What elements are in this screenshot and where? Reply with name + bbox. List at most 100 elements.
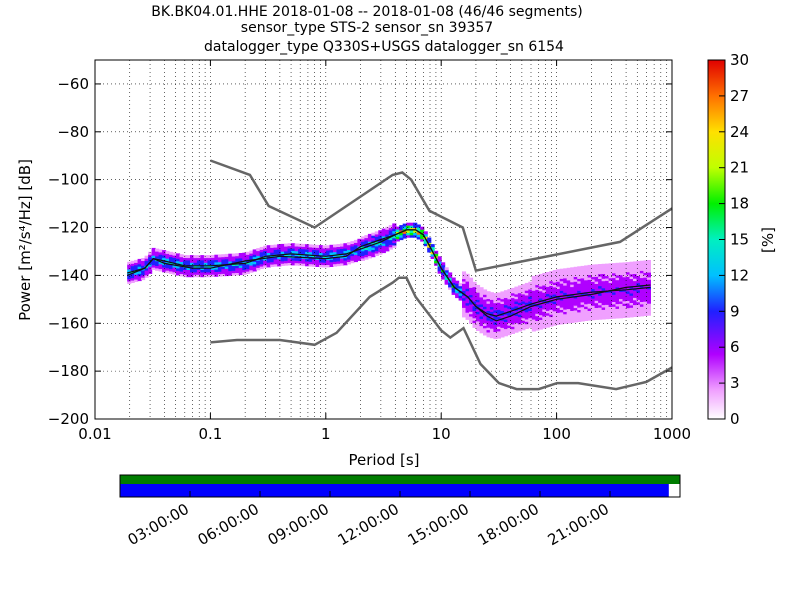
heatmap-cell (252, 251, 257, 255)
heatmap-cell (580, 301, 585, 305)
heatmap-cell (594, 302, 599, 306)
heatmap-cell (374, 236, 379, 240)
heatmap-cell (312, 259, 317, 262)
heatmap-cell (315, 244, 320, 248)
heatmap-cell (591, 264, 596, 268)
heatmap-cell (622, 310, 627, 314)
heatmap-cell (326, 259, 331, 263)
heatmap-cell (629, 307, 634, 311)
heatmap-cell (336, 260, 341, 264)
heatmap-cell (503, 319, 508, 322)
heatmap-cell (266, 264, 271, 268)
heatmap-cell (469, 289, 474, 293)
heatmap-cell (451, 279, 456, 283)
heatmap-cell (333, 244, 338, 248)
heatmap-cell (531, 323, 536, 327)
heatmap-cell (619, 315, 624, 319)
heatmap-cell (479, 313, 484, 317)
heatmap-cell (200, 269, 205, 273)
heatmap-cell (524, 326, 529, 329)
heatmap-cell (479, 318, 484, 322)
heatmap-cell (573, 317, 578, 321)
heatmap-cell (374, 250, 379, 254)
heatmap-cell (549, 309, 554, 313)
heatmap-cell (629, 304, 634, 308)
heatmap-cell (584, 267, 589, 271)
heatmap-cell (510, 292, 515, 296)
heatmap-cell (284, 257, 289, 261)
heatmap-cell (134, 274, 139, 278)
heatmap-cell (319, 261, 324, 265)
heatmap-cell (130, 265, 135, 269)
heatmap-cell (402, 233, 407, 237)
heatmap-cell (155, 263, 160, 266)
heatmap-cell (388, 227, 393, 231)
heatmap-cell (441, 264, 446, 268)
heatmap-cell (155, 267, 160, 271)
heatmap-cell (608, 275, 613, 279)
heatmap-cell (594, 264, 599, 268)
heatmap-cell (448, 286, 453, 290)
heatmap-cell (538, 281, 543, 285)
heatmap-cell (252, 249, 257, 253)
heatmap-cell (483, 320, 488, 324)
title-line-3: datalogger_type Q330S+USGS datalogger_sn… (204, 39, 564, 55)
heatmap-cell (144, 255, 149, 259)
time-tick-label: 18:00:00 (475, 500, 542, 549)
heatmap-cell (510, 295, 515, 299)
heatmap-cell (594, 316, 599, 320)
heatmap-cell (413, 222, 418, 226)
heatmap-cell (500, 327, 505, 331)
heatmap-cell (535, 315, 540, 319)
heatmap-cell (528, 291, 533, 295)
heatmap-cell (242, 269, 247, 273)
heatmap-cell (594, 283, 599, 287)
heatmap-cell (395, 226, 400, 230)
y-tick-label: −60 (57, 75, 89, 93)
heatmap-cell (573, 302, 578, 306)
heatmap-cell (598, 309, 603, 313)
heatmap-cell (622, 281, 627, 285)
heatmap-cell (434, 255, 439, 259)
heatmap-cell (479, 289, 484, 293)
heatmap-cell (594, 307, 599, 311)
heatmap-cell (196, 271, 201, 275)
heatmap-cell (538, 319, 543, 323)
heatmap-cell (612, 267, 617, 271)
heatmap-cell (489, 328, 494, 332)
heatmap-cell (622, 264, 627, 268)
heatmap-cell (598, 268, 603, 272)
heatmap-cell (203, 271, 208, 275)
heatmap-cell (493, 297, 498, 301)
heatmap-cell (608, 268, 613, 272)
heatmap-cell (465, 314, 470, 318)
y-tick-label: −180 (48, 362, 89, 380)
heatmap-cell (169, 268, 174, 272)
heatmap-cell (231, 270, 236, 274)
heatmap-cell (538, 278, 543, 282)
heatmap-cell (259, 258, 264, 262)
colorbar-tick-label: 30 (730, 51, 749, 69)
heatmap-cell (643, 277, 648, 281)
heatmap-cell (545, 324, 550, 328)
heatmap-cell (514, 289, 519, 292)
heatmap-cell (340, 258, 345, 261)
heatmap-cell (563, 313, 568, 317)
heatmap-cell (367, 241, 372, 245)
heatmap-cell (294, 243, 299, 247)
heatmap-cell (336, 244, 341, 247)
heatmap-cell (186, 271, 191, 275)
heatmap-cell (584, 296, 589, 300)
heatmap-cell (626, 266, 631, 270)
heatmap-cell (524, 282, 529, 286)
heatmap-cell (552, 270, 557, 273)
heatmap-cell (127, 264, 132, 268)
heatmap-cell (210, 257, 215, 261)
heatmap-cell (483, 301, 488, 305)
heatmap-cell (193, 257, 198, 261)
heatmap-cell (224, 253, 229, 257)
heatmap-cell (577, 290, 582, 294)
heatmap-cell (608, 270, 613, 274)
heatmap-cell (570, 284, 575, 288)
heatmap-cell (451, 287, 456, 291)
